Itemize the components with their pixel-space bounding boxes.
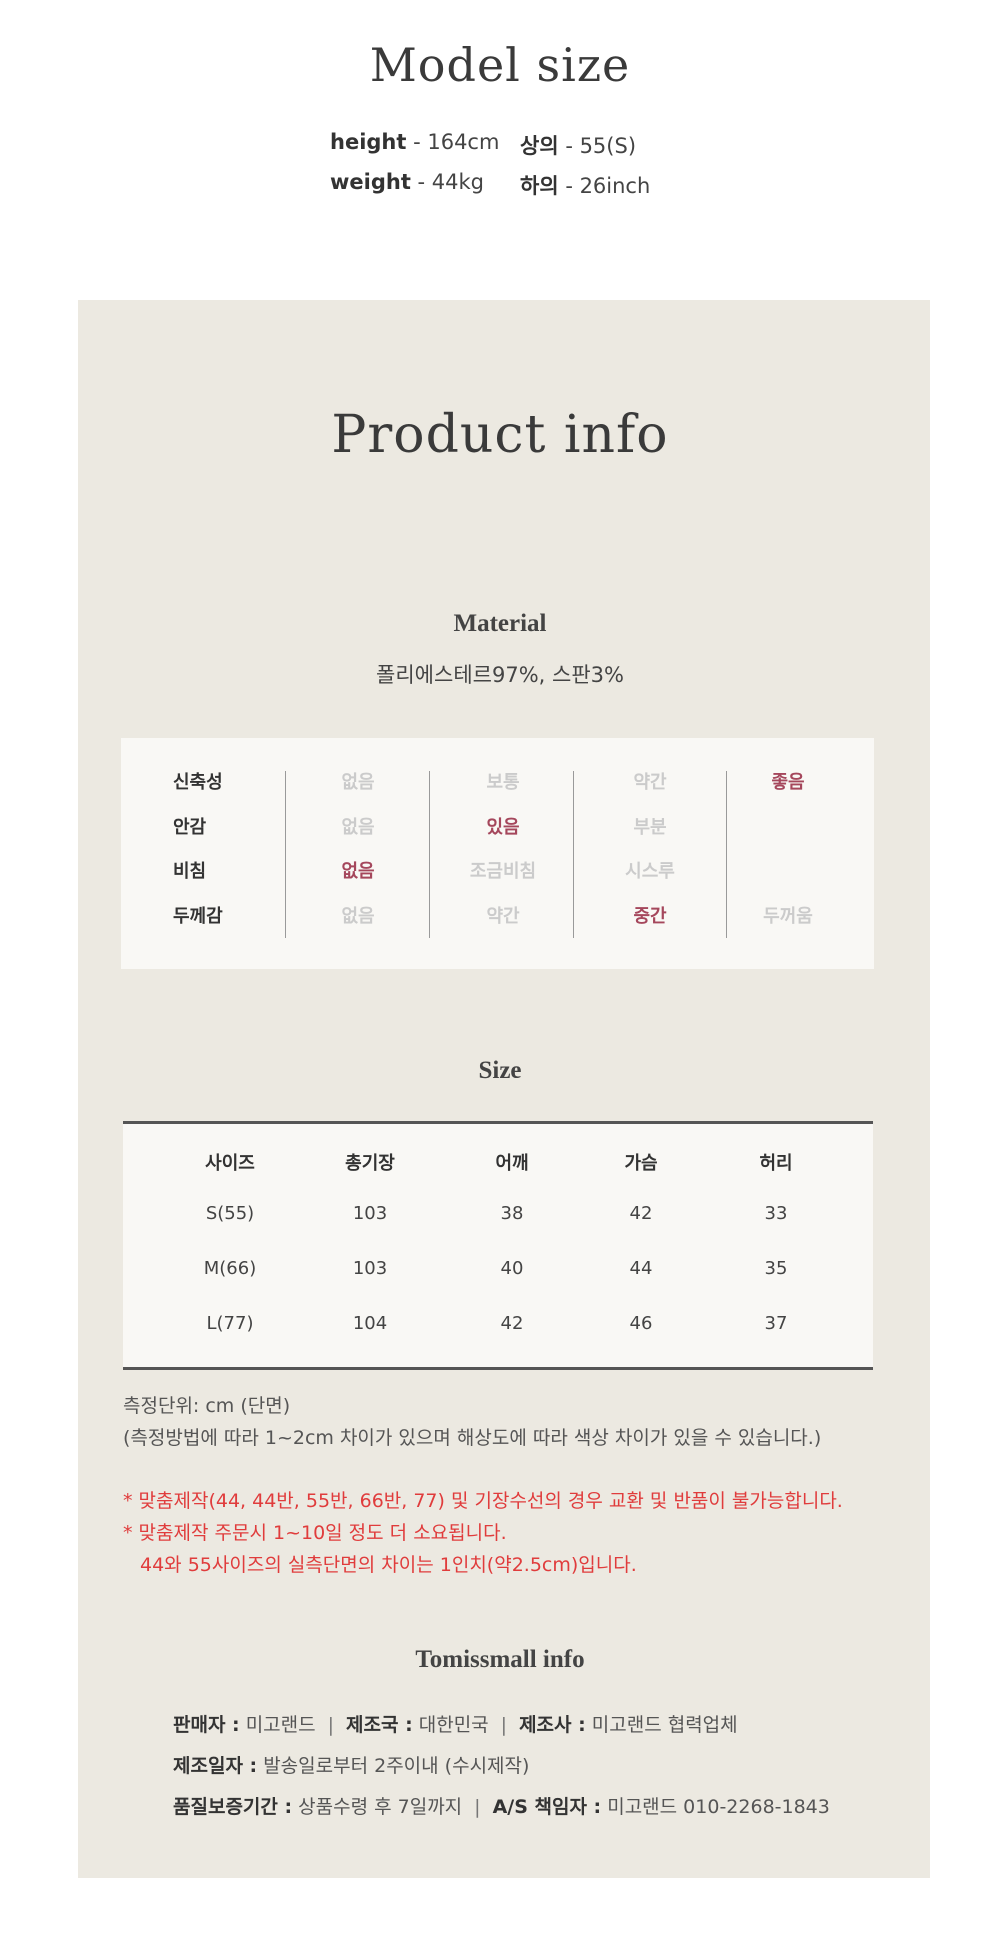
seller-value: 미고랜드 bbox=[245, 1714, 316, 1736]
fabric-value: 약간 bbox=[486, 906, 520, 927]
product-info-title: Product info bbox=[331, 405, 669, 465]
model-weight: weight - 44kg bbox=[330, 170, 484, 194]
fabric-property-label: 비침 bbox=[173, 861, 207, 882]
size-cell: 35 bbox=[764, 1258, 788, 1279]
separator: | bbox=[500, 1714, 508, 1736]
fabric-value: 조금비침 bbox=[469, 861, 537, 882]
as-contact-value: 미고랜드 010-2268-1843 bbox=[607, 1796, 830, 1818]
product-info-panel bbox=[78, 300, 930, 1878]
height-label: height bbox=[330, 130, 407, 154]
model-height: height - 164cm bbox=[330, 130, 499, 154]
weight-value: - 44kg bbox=[410, 170, 485, 194]
top-value: - 55(S) bbox=[558, 134, 637, 158]
country-value: 대한민국 bbox=[418, 1714, 489, 1736]
maker-label: 제조사 : bbox=[519, 1714, 586, 1736]
size-table bbox=[123, 1121, 873, 1370]
warranty-label: 품질보증기간 : bbox=[173, 1796, 293, 1818]
shop-info-row-1: 판매자 : 미고랜드 | 제조국 : 대한민국 | 제조사 : 미고랜드 협력업체 bbox=[173, 1710, 738, 1737]
separator: | bbox=[327, 1714, 335, 1736]
fabric-value-selected: 좋음 bbox=[771, 772, 805, 793]
fabric-value-selected: 없음 bbox=[341, 861, 375, 882]
fabric-value: 두꺼움 bbox=[763, 906, 813, 927]
fabric-properties-table bbox=[121, 738, 874, 969]
size-cell: 104 bbox=[352, 1313, 388, 1334]
bottom-value: - 26inch bbox=[558, 174, 651, 198]
manufacture-date-label: 제조일자 : bbox=[173, 1755, 258, 1777]
size-cell: S(55) bbox=[205, 1203, 255, 1224]
height-value: - 164cm bbox=[406, 130, 500, 154]
size-cell: 40 bbox=[500, 1258, 524, 1279]
fabric-value: 없음 bbox=[341, 906, 375, 927]
size-cell: 38 bbox=[500, 1203, 524, 1224]
size-cell: 42 bbox=[500, 1313, 524, 1334]
fabric-value: 없음 bbox=[341, 817, 375, 838]
size-difference-note: 44와 55사이즈의 실측단면의 차이는 1인치(약2.5cm)입니다. bbox=[140, 1554, 637, 1576]
shop-info-row-3: 품질보증기간 : 상품수령 후 7일까지 | A/S 책임자 : 미고랜드 010-… bbox=[173, 1792, 830, 1819]
fabric-value: 보통 bbox=[486, 772, 520, 793]
size-cell: 103 bbox=[352, 1258, 388, 1279]
fabric-value: 없음 bbox=[341, 772, 375, 793]
fabric-value: 부분 bbox=[633, 817, 667, 838]
top-label: 상의 bbox=[520, 134, 559, 158]
fabric-value-selected: 중간 bbox=[633, 906, 667, 927]
size-cell: M(66) bbox=[203, 1258, 257, 1279]
bottom-label: 하의 bbox=[520, 174, 559, 198]
column-divider bbox=[285, 771, 286, 938]
model-size-title: Model size bbox=[369, 38, 631, 92]
size-cell: 46 bbox=[629, 1313, 653, 1334]
as-contact-label: A/S 책임자 : bbox=[492, 1796, 602, 1818]
material-heading: Material bbox=[453, 610, 547, 637]
measurement-unit: 측정단위: cm (단면) bbox=[123, 1395, 291, 1417]
size-column-header: 사이즈 bbox=[205, 1153, 255, 1174]
country-label: 제조국 : bbox=[346, 1714, 413, 1736]
size-cell: 44 bbox=[629, 1258, 653, 1279]
size-heading: Size bbox=[478, 1057, 522, 1084]
column-divider bbox=[573, 771, 574, 938]
size-column-header: 총기장 bbox=[345, 1153, 395, 1174]
model-bottom-size: 하의 - 26inch bbox=[520, 170, 650, 200]
separator: | bbox=[474, 1796, 481, 1818]
size-column-header: 어깨 bbox=[495, 1153, 529, 1174]
fabric-property-label: 신축성 bbox=[173, 772, 223, 793]
material-text: 폴리에스테르97%, 스판3% bbox=[376, 663, 624, 687]
fabric-property-label: 두께감 bbox=[173, 906, 223, 927]
custom-order-warning: * 맞춤제작(44, 44반, 55반, 66반, 77) 및 기장수선의 경우… bbox=[123, 1490, 843, 1512]
size-cell: 103 bbox=[352, 1203, 388, 1224]
size-cell: 37 bbox=[764, 1313, 788, 1334]
fabric-value-selected: 있음 bbox=[486, 817, 520, 838]
fabric-value: 약간 bbox=[633, 772, 667, 793]
size-column-header: 가슴 bbox=[624, 1153, 658, 1174]
warranty-value: 상품수령 후 7일까지 bbox=[298, 1796, 463, 1818]
custom-order-lead-time: * 맞춤제작 주문시 1~10일 정도 더 소요됩니다. bbox=[123, 1522, 507, 1544]
model-top-size: 상의 - 55(S) bbox=[520, 130, 636, 160]
size-cell: L(77) bbox=[206, 1313, 254, 1334]
manufacture-date-value: 발송일로부터 2주이내 (수시제작) bbox=[263, 1755, 530, 1777]
fabric-property-label: 안감 bbox=[173, 817, 207, 838]
fabric-value: 시스루 bbox=[625, 861, 675, 882]
column-divider bbox=[726, 771, 727, 938]
shop-info-heading: Tomissmall info bbox=[415, 1646, 585, 1673]
weight-label: weight bbox=[330, 170, 411, 194]
size-cell: 33 bbox=[764, 1203, 788, 1224]
size-column-header: 허리 bbox=[759, 1153, 793, 1174]
size-cell: 42 bbox=[629, 1203, 653, 1224]
seller-label: 판매자 : bbox=[173, 1714, 240, 1736]
column-divider bbox=[429, 771, 430, 938]
maker-value: 미고랜드 협력업체 bbox=[591, 1714, 738, 1736]
shop-info-row-2: 제조일자 : 발송일로부터 2주이내 (수시제작) bbox=[173, 1751, 529, 1778]
measurement-disclaimer: (측정방법에 따라 1~2cm 차이가 있으며 해상도에 따라 색상 차이가 있… bbox=[123, 1427, 822, 1449]
